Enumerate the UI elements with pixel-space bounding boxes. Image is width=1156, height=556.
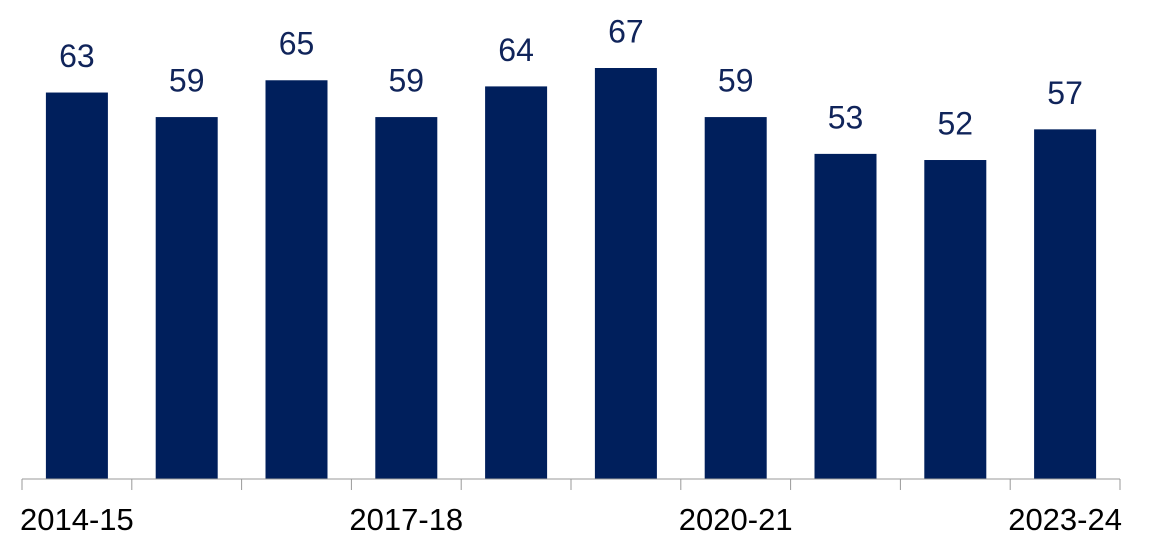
bar [924, 160, 987, 479]
value-label: 52 [938, 105, 974, 141]
value-label: 67 [608, 13, 644, 49]
x-tick-label: 2014-15 [20, 502, 134, 537]
bar [155, 117, 218, 480]
x-tick-label: 2023-24 [1008, 502, 1122, 537]
bar [594, 68, 657, 479]
bar [704, 117, 767, 480]
value-label: 65 [279, 26, 315, 62]
bar [1034, 129, 1097, 480]
bar [375, 117, 438, 480]
value-label: 59 [389, 63, 425, 99]
bar [485, 86, 548, 479]
x-tick-label: 2017-18 [349, 502, 463, 537]
value-label: 59 [169, 63, 205, 99]
value-label: 57 [1047, 75, 1083, 111]
bar [45, 92, 108, 479]
x-tick-label: 2020-21 [679, 502, 793, 537]
bar [814, 153, 877, 479]
value-label: 63 [59, 38, 95, 74]
bar [265, 80, 328, 480]
value-label: 53 [828, 99, 864, 135]
value-label: 64 [498, 32, 534, 68]
value-label: 59 [718, 63, 754, 99]
